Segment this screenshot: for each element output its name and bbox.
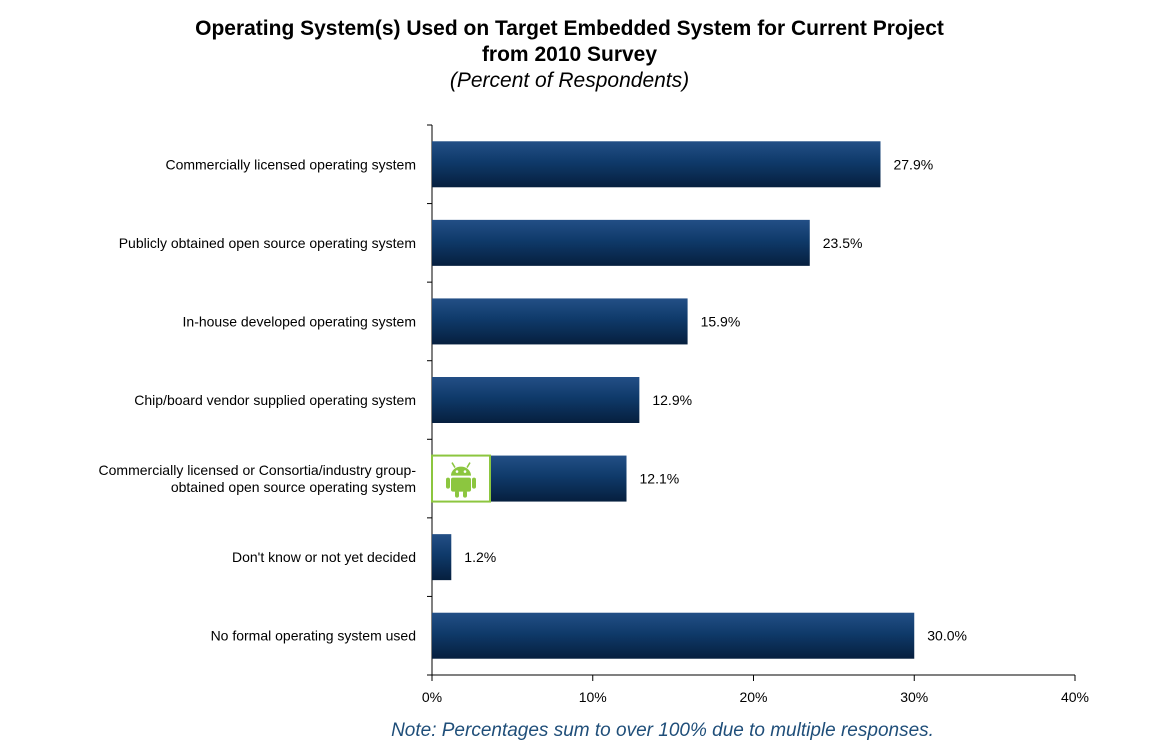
category-label: Chip/board vendor supplied operating sys… xyxy=(134,392,416,408)
chart-title: Operating System(s) Used on Target Embed… xyxy=(195,17,944,66)
android-robot-icon xyxy=(431,454,491,503)
data-label: 27.9% xyxy=(893,156,933,172)
footnote: Note: Percentages sum to over 100% due t… xyxy=(391,720,934,741)
category-label: No formal operating system used xyxy=(211,628,416,644)
x-tick-label: 10% xyxy=(579,689,607,705)
x-tick-label: 30% xyxy=(900,689,928,705)
category-label: Publicly obtained open source operating … xyxy=(119,235,416,251)
bar xyxy=(432,534,452,581)
data-label: 1.2% xyxy=(464,549,496,565)
x-tick-label: 0% xyxy=(422,689,442,705)
data-label: 12.1% xyxy=(640,471,680,487)
bar xyxy=(432,141,881,188)
category-label: Commercially licensed operating system xyxy=(165,156,416,172)
bar xyxy=(432,219,810,266)
x-tick-label: 20% xyxy=(739,689,767,705)
data-label: 23.5% xyxy=(823,235,863,251)
x-tick-label: 40% xyxy=(1061,689,1089,705)
category-label: Commercially licensed or Consortia/indus… xyxy=(99,462,417,495)
chart-subtitle: (Percent of Respondents) xyxy=(449,69,690,92)
category-label: Don't know or not yet decided xyxy=(232,549,416,565)
category-label: In-house developed operating system xyxy=(183,313,416,329)
bar xyxy=(432,612,915,659)
bar xyxy=(432,298,688,345)
data-label: 12.9% xyxy=(652,392,692,408)
bar xyxy=(432,377,640,423)
data-label: 30.0% xyxy=(927,628,967,644)
chart-title-block: Operating System(s) Used on Target Embed… xyxy=(0,16,1139,94)
data-label: 15.9% xyxy=(701,313,741,329)
